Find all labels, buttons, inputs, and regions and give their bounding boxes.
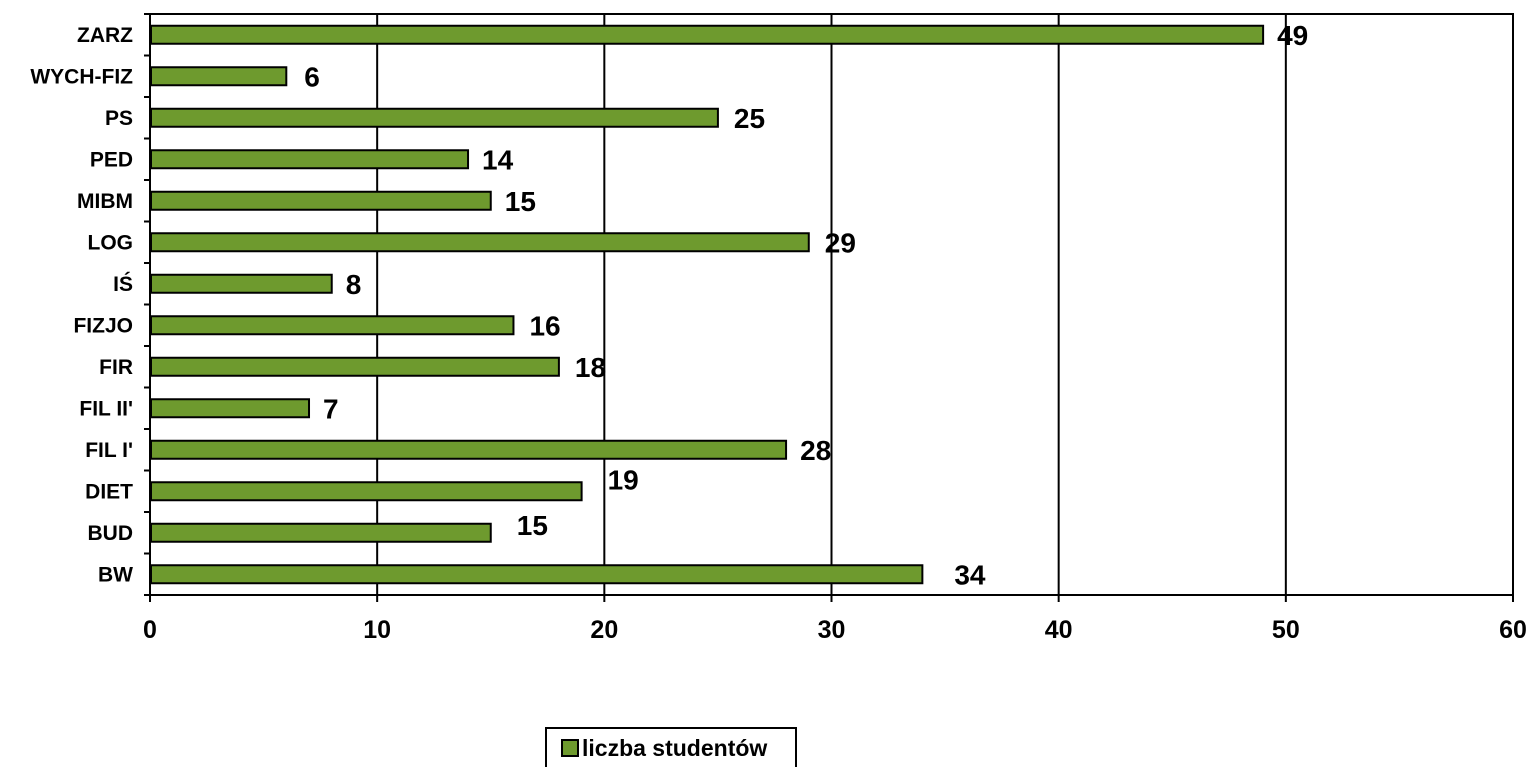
y-tick-label-fil-ii: FIL II' xyxy=(79,397,133,420)
y-tick-label-fil-i: FIL I' xyxy=(85,439,133,462)
y-tick-label-ps: PS xyxy=(105,107,133,130)
gridlines xyxy=(149,14,1514,595)
data-label-bud: 15 xyxy=(517,510,548,541)
data-label-mibm: 15 xyxy=(505,186,536,217)
bar-fil-i xyxy=(150,439,788,460)
data-label-ps: 25 xyxy=(734,103,765,134)
bar-fizjo xyxy=(150,315,515,336)
x-axis: 0 10 20 30 40 50 60 xyxy=(143,595,1527,644)
y-tick-label-zarz: ZARZ xyxy=(77,24,133,47)
y-tick-label-i: IŚ xyxy=(113,272,133,296)
data-label-diet: 19 xyxy=(608,464,639,495)
bar-wych-fiz xyxy=(150,66,288,87)
data-label-log: 29 xyxy=(825,227,856,258)
bar-log xyxy=(150,232,810,253)
bar-ped xyxy=(150,149,470,170)
legend: liczba studentów xyxy=(545,727,797,767)
y-tick-label-bud: BUD xyxy=(88,522,134,545)
bar-mibm xyxy=(150,190,492,211)
legend-label: liczba studentów xyxy=(582,734,768,761)
data-label-fil-i: 28 xyxy=(800,435,831,466)
y-tick-label-fir: FIR xyxy=(99,356,133,379)
x-tick-label-40: 40 xyxy=(1045,616,1073,644)
y-tick-label-ped: PED xyxy=(90,148,133,171)
data-label-fir: 18 xyxy=(575,352,606,383)
bar-zarz xyxy=(150,24,1265,45)
bars xyxy=(150,24,1265,585)
x-tick-label-0: 0 xyxy=(143,616,157,644)
y-tick-label-fizjo: FIZJO xyxy=(73,314,133,337)
x-tick-label-60: 60 xyxy=(1499,616,1527,644)
bar-fir xyxy=(150,356,560,377)
y-tick-label-wych-fiz: WYCH-FIZ xyxy=(30,65,133,88)
y-tick-label-diet: DIET xyxy=(85,480,133,503)
bar-fil-ii xyxy=(150,398,311,419)
y-tick-label-bw: BW xyxy=(98,563,133,586)
y-tick-label-mibm: MIBM xyxy=(77,190,133,213)
data-label-i: 8 xyxy=(346,269,362,300)
data-label-fil-ii: 7 xyxy=(323,393,339,424)
x-tick-label-10: 10 xyxy=(363,616,391,644)
y-axis: ZARZ WYCH-FIZ PS PED MIBM LOG IŚ FIZJO FIR FIL II… xyxy=(30,13,150,596)
bar-i xyxy=(150,273,333,294)
data-label-wych-fiz: 6 xyxy=(304,61,320,92)
legend-swatch xyxy=(561,739,579,757)
bar-ps xyxy=(150,107,719,128)
data-label-fizjo: 16 xyxy=(529,310,560,341)
bar-bw xyxy=(150,564,924,585)
data-labels: 49 6 25 14 15 29 8 16 18 7 28 19 15 34 xyxy=(304,20,1308,591)
y-tick-label-log: LOG xyxy=(88,231,134,254)
x-tick-label-30: 30 xyxy=(818,616,846,644)
bar-bud xyxy=(150,522,492,543)
data-label-bw: 34 xyxy=(954,559,986,590)
x-tick-label-20: 20 xyxy=(590,616,618,644)
data-label-zarz: 49 xyxy=(1277,20,1308,51)
x-tick-label-50: 50 xyxy=(1272,616,1300,644)
data-label-ped: 14 xyxy=(482,144,514,175)
bar-diet xyxy=(150,481,583,502)
